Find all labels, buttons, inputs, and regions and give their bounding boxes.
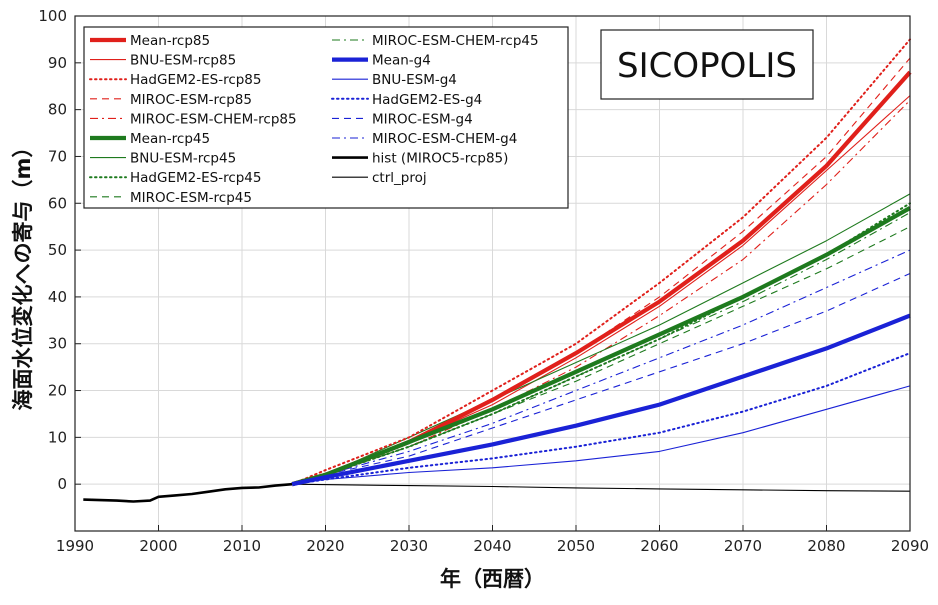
- y-tick-label: 10: [48, 428, 67, 446]
- y-tick-label: 50: [48, 241, 67, 259]
- legend-label: HadGEM2-ES-g4: [372, 92, 482, 108]
- legend-label: Mean-g4: [372, 53, 431, 69]
- legend-entry-bnu-esm-rcp85: BNU-ESM-rcp85: [90, 53, 236, 69]
- legend-label: HadGEM2-ES-rcp45: [130, 170, 262, 186]
- x-tick-label: 2060: [640, 537, 678, 555]
- y-tick-label: 70: [48, 147, 67, 165]
- legend-entry-miroc-esm-rcp85: MIROC-ESM-rcp85: [90, 92, 252, 108]
- legend-entry-ctrl-proj: ctrl_proj: [332, 170, 427, 186]
- legend-entry-miroc-esm-g4: MIROC-ESM-g4: [332, 111, 473, 127]
- legend-entry-bnu-esm-rcp45: BNU-ESM-rcp45: [90, 151, 236, 167]
- x-tick-label: 1990: [56, 537, 94, 555]
- legend-entry-hadgem2-es-g4: HadGEM2-ES-g4: [331, 92, 482, 108]
- legend-label: BNU-ESM-rcp45: [130, 151, 236, 167]
- x-tick-label: 2080: [807, 537, 845, 555]
- legend-label: MIROC-ESM-rcp45: [130, 190, 252, 206]
- x-tick-label: 2070: [724, 537, 762, 555]
- y-tick-label: 90: [48, 54, 67, 72]
- legend-label: MIROC-ESM-CHEM-rcp85: [130, 111, 297, 127]
- series-line-hadgem2-es-rcp85: [291, 38, 911, 486]
- legend-entry-miroc-esm-chem-rcp85: MIROC-ESM-CHEM-rcp85: [90, 111, 297, 127]
- x-tick-label: 2020: [306, 537, 344, 555]
- legend-entry-hist-miroc5-rcp85: hist (MIROC5-rcp85): [332, 151, 508, 167]
- legend: Mean-rcp85 BNU-ESM-rcp85 HadGEM2-ES-rcp85 M…: [83, 26, 569, 209]
- legend-label: BNU-ESM-g4: [372, 72, 457, 88]
- model-label-box: SICOPOLIS: [600, 29, 814, 100]
- y-tick-label: 0: [57, 475, 67, 493]
- legend-label: ctrl_proj: [372, 170, 427, 186]
- legend-label: hist (MIROC5-rcp85): [372, 151, 508, 167]
- legend-entry-mean-rcp45: Mean-rcp45: [90, 131, 210, 147]
- legend-entry-hadgem2-es-rcp85: HadGEM2-ES-rcp85: [89, 72, 262, 88]
- series-line-bnu-esm-g4: [292, 385, 911, 485]
- legend-frame: [83, 26, 569, 209]
- legend-label: MIROC-ESM-CHEM-g4: [372, 131, 517, 147]
- legend-entry-mean-rcp85: Mean-rcp85: [90, 33, 210, 49]
- legend-entry-bnu-esm-g4: BNU-ESM-g4: [332, 72, 457, 88]
- series-line-hist-miroc5-rcp85: [83, 482, 293, 503]
- model-label-frame: [600, 29, 814, 100]
- y-axis-title: 海面水位変化への寄与（m）: [11, 137, 35, 411]
- series-line-miroc-esm-rcp45: [291, 226, 911, 485]
- legend-entry-miroc-esm-chem-g4: MIROC-ESM-CHEM-g4: [332, 131, 517, 147]
- legend-entry-mean-g4: Mean-g4: [332, 53, 431, 69]
- x-axis-title: 年（西暦）: [440, 567, 545, 591]
- legend-entry-miroc-esm-rcp45: MIROC-ESM-rcp45: [90, 190, 252, 206]
- legend-label: Mean-rcp45: [130, 131, 210, 147]
- series-line-mean-rcp45: [291, 206, 912, 487]
- x-tick-label: 2050: [557, 537, 595, 555]
- x-tick-label: 2040: [473, 537, 511, 555]
- y-tick-label: 20: [48, 382, 67, 400]
- series-line-miroc-esm-g4: [291, 272, 911, 485]
- y-tick-label: 100: [38, 7, 67, 25]
- x-tick-label: 2010: [223, 537, 261, 555]
- y-tick-label: 80: [48, 101, 67, 119]
- series-line-hadgem2-es-g4: [291, 352, 911, 486]
- y-tick-label: 40: [48, 288, 67, 306]
- legend-label: MIROC-ESM-rcp85: [130, 92, 252, 108]
- legend-label: BNU-ESM-rcp85: [130, 53, 236, 69]
- series-line-mean-g4: [291, 313, 911, 487]
- x-tick-label: 2030: [390, 537, 428, 555]
- legend-entry-hadgem2-es-rcp45: HadGEM2-ES-rcp45: [89, 170, 262, 186]
- legend-entry-miroc-esm-chem-rcp45: MIROC-ESM-CHEM-rcp45: [332, 33, 539, 49]
- y-tick-label: 30: [48, 335, 67, 353]
- legend-label: HadGEM2-ES-rcp85: [130, 72, 262, 88]
- x-tick-label: 2090: [891, 537, 929, 555]
- series-line-miroc-esm-chem-rcp85: [291, 99, 911, 485]
- series-lines: [83, 38, 912, 503]
- legend-label: MIROC-ESM-CHEM-rcp45: [372, 33, 539, 49]
- legend-label: MIROC-ESM-g4: [372, 111, 473, 127]
- model-label: SICOPOLIS: [617, 46, 797, 86]
- legend-label: Mean-rcp85: [130, 33, 210, 49]
- x-tick-label: 2000: [139, 537, 177, 555]
- axis-ticks: 1990 2000 2010 2020 2030 2040 2050 2060 2070 2080…: [38, 7, 929, 555]
- y-tick-label: 60: [48, 194, 67, 212]
- series-line-ctrl-proj: [292, 483, 911, 492]
